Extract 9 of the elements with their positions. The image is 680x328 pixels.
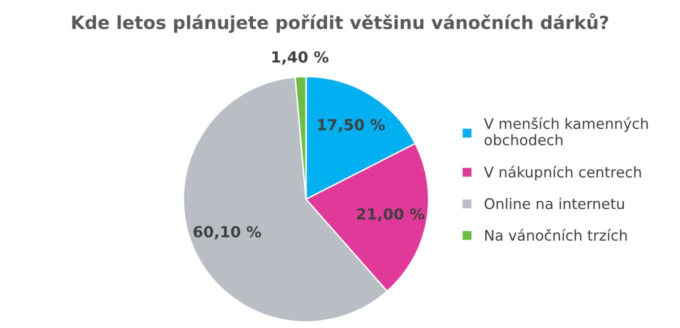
legend-label: Online na internetu bbox=[484, 198, 624, 210]
data-label: 1,40 % bbox=[272, 51, 328, 65]
data-label: 60,10 % bbox=[194, 226, 262, 240]
chart-title: Kde letos plánujete pořídit většinu vánočních dárků? bbox=[72, 13, 608, 33]
data-label: 21,00 % bbox=[357, 208, 424, 222]
data-label: 17,50 % bbox=[318, 118, 385, 132]
legend-label: Na vánočních trzích bbox=[485, 228, 627, 241]
legend-label: V nákupních centrech bbox=[484, 166, 641, 180]
legend-label: V menších kamenných obchodech bbox=[484, 117, 648, 146]
